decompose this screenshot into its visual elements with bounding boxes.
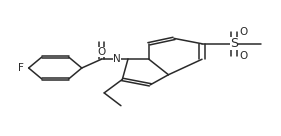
Text: S: S xyxy=(230,37,238,50)
Text: F: F xyxy=(18,63,24,73)
Text: N: N xyxy=(113,54,121,64)
Text: O: O xyxy=(239,51,248,61)
Text: O: O xyxy=(239,27,248,37)
Text: O: O xyxy=(97,47,105,57)
